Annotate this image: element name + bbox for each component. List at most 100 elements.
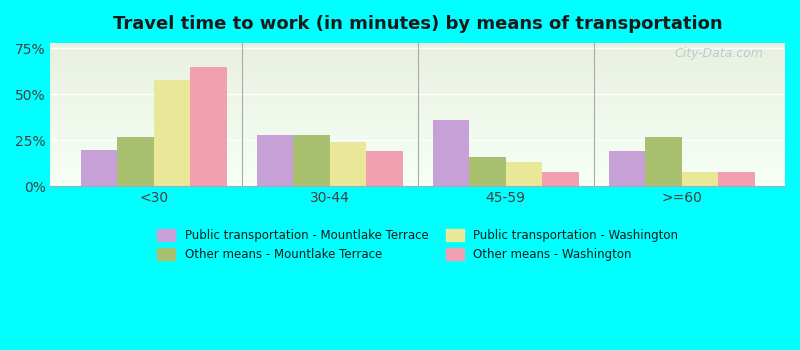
Title: Travel time to work (in minutes) by means of transportation: Travel time to work (in minutes) by mean… <box>113 15 722 33</box>
Bar <box>50 174 785 175</box>
Bar <box>50 83 785 84</box>
Bar <box>50 163 785 165</box>
Bar <box>50 179 785 181</box>
Bar <box>50 133 785 135</box>
Bar <box>50 106 785 107</box>
Bar <box>154 80 190 187</box>
Bar <box>50 54 785 56</box>
Bar <box>50 109 785 110</box>
Bar <box>50 166 785 168</box>
Bar <box>50 72 785 73</box>
Bar <box>50 125 785 126</box>
Bar <box>50 75 785 76</box>
Bar <box>50 156 785 158</box>
Text: City-Data.com: City-Data.com <box>674 47 763 60</box>
Bar <box>50 99 785 100</box>
Bar <box>50 66 785 67</box>
Bar <box>50 142 785 143</box>
Bar <box>50 50 785 51</box>
Bar <box>50 146 785 148</box>
Bar <box>50 76 785 77</box>
Bar <box>50 80 785 82</box>
Bar <box>50 144 785 145</box>
Bar <box>50 140 785 142</box>
Bar <box>50 149 785 150</box>
Bar <box>50 86 785 88</box>
Bar <box>50 73 785 75</box>
Bar <box>50 152 785 153</box>
Bar <box>50 44 785 46</box>
Bar <box>50 112 785 113</box>
Bar <box>50 181 785 182</box>
Bar <box>470 157 506 187</box>
Bar <box>50 90 785 92</box>
Bar <box>50 59 785 60</box>
Bar <box>50 49 785 50</box>
Bar <box>50 145 785 146</box>
Bar <box>682 172 718 187</box>
Bar <box>50 43 785 44</box>
Bar <box>50 158 785 159</box>
Bar <box>50 131 785 132</box>
Bar <box>50 46 785 47</box>
Bar <box>50 56 785 57</box>
Bar <box>609 152 646 187</box>
Bar <box>50 161 785 162</box>
Bar <box>50 102 785 103</box>
Bar <box>50 110 785 112</box>
Bar <box>50 67 785 69</box>
Bar <box>50 183 785 185</box>
Bar <box>50 168 785 169</box>
Bar <box>50 64 785 66</box>
Bar <box>50 84 785 86</box>
Bar <box>50 175 785 176</box>
Bar <box>50 169 785 170</box>
Bar <box>50 176 785 178</box>
Bar <box>50 118 785 119</box>
Bar <box>50 138 785 139</box>
Bar <box>50 96 785 97</box>
Bar <box>718 172 754 187</box>
Bar <box>50 92 785 93</box>
Bar <box>50 132 785 133</box>
Bar <box>506 162 542 187</box>
Bar <box>50 126 785 127</box>
Bar <box>50 159 785 161</box>
Bar <box>50 185 785 187</box>
Bar <box>50 127 785 129</box>
Bar <box>50 153 785 155</box>
Bar <box>50 51 785 53</box>
Bar <box>646 137 682 187</box>
Bar <box>50 182 785 183</box>
Bar <box>50 129 785 131</box>
Bar <box>50 103 785 105</box>
Bar <box>50 139 785 140</box>
Bar <box>50 150 785 152</box>
Bar <box>50 162 785 163</box>
Bar <box>50 97 785 99</box>
Bar <box>50 115 785 116</box>
Bar <box>50 57 785 59</box>
Bar <box>542 172 578 187</box>
Bar <box>50 70 785 72</box>
Bar <box>50 123 785 125</box>
Bar <box>50 47 785 49</box>
Bar <box>50 165 785 166</box>
Bar <box>50 113 785 115</box>
Bar <box>50 63 785 64</box>
Bar <box>50 88 785 89</box>
Bar <box>50 62 785 63</box>
Bar <box>50 100 785 102</box>
Bar <box>50 122 785 123</box>
Bar <box>190 67 226 187</box>
Bar <box>50 116 785 118</box>
Bar <box>50 105 785 106</box>
Bar <box>50 148 785 149</box>
Bar <box>50 53 785 54</box>
Bar <box>50 170 785 172</box>
Bar <box>50 60 785 62</box>
Bar <box>50 178 785 179</box>
Bar <box>366 152 402 187</box>
Bar <box>257 135 294 187</box>
Bar <box>50 119 785 120</box>
